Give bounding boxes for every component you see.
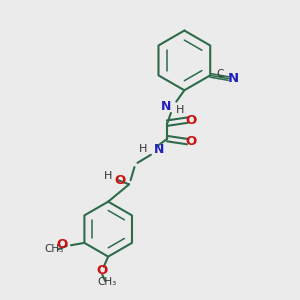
Text: N: N — [228, 72, 239, 85]
Text: O: O — [115, 174, 126, 187]
Text: N: N — [154, 143, 164, 156]
Text: C: C — [217, 68, 224, 79]
Text: CH₃: CH₃ — [44, 244, 63, 254]
Text: O: O — [56, 238, 68, 251]
Text: CH₃: CH₃ — [97, 277, 116, 287]
Text: H: H — [139, 144, 147, 154]
Text: O: O — [97, 264, 108, 278]
Text: O: O — [185, 114, 197, 127]
Text: H: H — [176, 105, 185, 115]
Text: N: N — [160, 100, 171, 112]
Text: O: O — [185, 135, 197, 148]
Text: H: H — [104, 171, 112, 181]
